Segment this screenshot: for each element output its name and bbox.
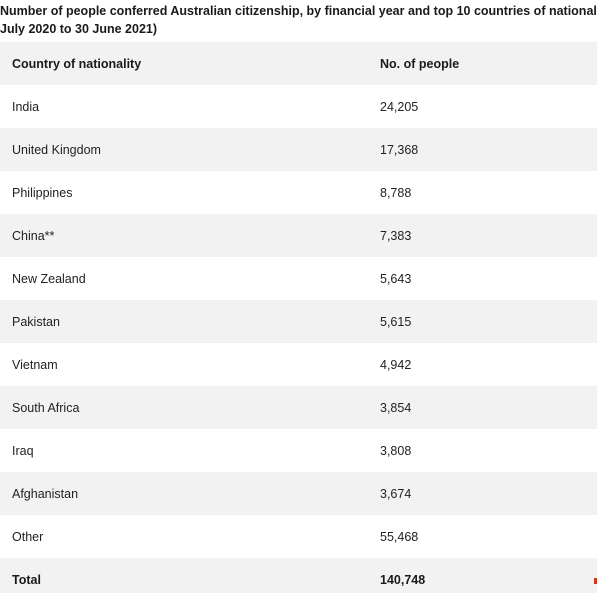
country-cell: Philippines [12, 185, 73, 200]
table-row: Afghanistan 3,674 [0, 472, 597, 515]
count-cell: 55,468 [380, 529, 419, 544]
country-cell: Vietnam [12, 357, 58, 372]
country-cell: Pakistan [12, 314, 60, 329]
country-cell: India [12, 99, 40, 114]
edge-accent-mark [594, 578, 597, 584]
country-cell: Afghanistan [12, 486, 79, 501]
table-row: Pakistan 5,615 [0, 300, 597, 343]
table-row: South Africa 3,854 [0, 386, 597, 429]
table-row: China** 7,383 [0, 214, 597, 257]
count-cell: 3,674 [380, 486, 412, 501]
count-cell: 8,788 [380, 185, 412, 200]
count-cell: 4,942 [380, 357, 412, 372]
count-cell: 24,205 [380, 99, 419, 114]
table-header-row: Country of nationality No. of people [0, 42, 597, 85]
country-cell: South Africa [12, 400, 80, 415]
count-cell: 7,383 [380, 228, 412, 243]
count-cell: 17,368 [380, 142, 419, 157]
table-row: New Zealand 5,643 [0, 257, 597, 300]
count-cell: 3,808 [380, 443, 412, 458]
table-row: Philippines 8,788 [0, 171, 597, 214]
country-cell: New Zealand [12, 271, 86, 286]
table-row: Iraq 3,808 [0, 429, 597, 472]
table-row: Vietnam 4,942 [0, 343, 597, 386]
total-value: 140,748 [380, 573, 426, 587]
count-cell: 5,643 [380, 271, 412, 286]
country-cell: Other [12, 529, 44, 544]
country-cell: China** [12, 228, 55, 243]
citizenship-table: Country of nationality No. of people Ind… [0, 42, 597, 593]
country-cell: Iraq [12, 443, 34, 458]
table-row: United Kingdom 17,368 [0, 128, 597, 171]
header-country: Country of nationality [12, 56, 142, 71]
table-row: India 24,205 [0, 85, 597, 128]
caption-line-2: July 2020 to 30 June 2021) [0, 22, 158, 36]
country-cell: United Kingdom [12, 142, 101, 157]
table-caption: Number of people conferred Australian ci… [0, 0, 597, 42]
table-total-row: Total 140,748 [0, 558, 597, 593]
header-count: No. of people [380, 56, 460, 71]
caption-line-1: Number of people conferred Australian ci… [0, 4, 597, 18]
total-label: Total [12, 573, 41, 587]
table-row: Other 55,468 [0, 515, 597, 558]
count-cell: 3,854 [380, 400, 412, 415]
count-cell: 5,615 [380, 314, 412, 329]
